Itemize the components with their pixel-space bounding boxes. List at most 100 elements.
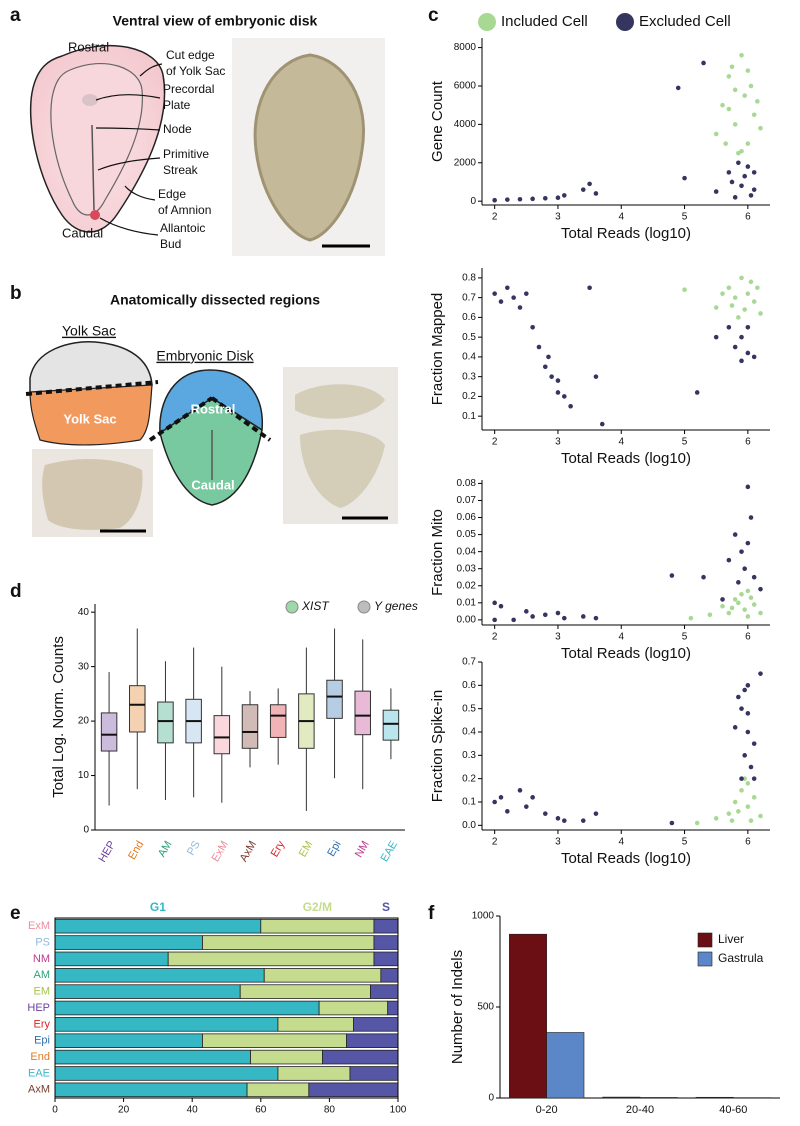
x-tick-label: 5 — [682, 437, 688, 448]
point — [524, 291, 529, 296]
point — [752, 776, 757, 781]
bar-segment — [202, 1034, 346, 1048]
y-tick-label: 10 — [78, 770, 90, 781]
y-axis-label: Fraction Mito — [429, 509, 446, 596]
point — [562, 818, 567, 823]
point — [733, 725, 738, 730]
bar-segment — [381, 968, 398, 982]
x-tick-label: 40 — [187, 1105, 199, 1116]
point — [676, 86, 681, 91]
legend-label: XIST — [301, 599, 330, 613]
x-tick-label: 5 — [682, 212, 688, 223]
y-tick-label: 30 — [78, 661, 90, 672]
y-tick-label: 0.4 — [462, 352, 476, 363]
point — [682, 287, 687, 292]
point — [746, 325, 751, 330]
point — [746, 804, 751, 809]
point — [714, 132, 719, 137]
x-tick-label: 60 — [255, 1105, 267, 1116]
photo — [32, 449, 153, 537]
bar-segment — [278, 1067, 350, 1081]
x-tick-label: 4 — [618, 632, 624, 643]
diagram-label: Precordal — [163, 82, 214, 96]
point — [701, 61, 706, 66]
point — [746, 541, 751, 546]
point — [746, 589, 751, 594]
point — [499, 795, 504, 800]
x-tick-label: AxM — [238, 839, 259, 864]
legend-label: S — [382, 900, 390, 914]
x-axis-label: Total Reads (log10) — [561, 225, 691, 242]
x-tick-label: 3 — [555, 437, 561, 448]
point — [587, 285, 592, 290]
x-axis-label: Total Reads (log10) — [561, 850, 691, 867]
point — [746, 68, 751, 73]
y-axis-label: Fraction Spike-in — [429, 690, 446, 803]
panel-label: d — [10, 581, 22, 602]
y-axis-label: Gene Count — [429, 80, 446, 162]
y-tick-label: 0.8 — [462, 273, 476, 284]
point — [733, 597, 738, 602]
point — [742, 607, 747, 612]
y-tick-label: Ery — [34, 1018, 51, 1030]
x-tick-label: NM — [353, 839, 372, 860]
bar-segment — [388, 1001, 398, 1015]
point — [492, 198, 497, 203]
y-tick-label: 0.5 — [462, 332, 476, 343]
bar-segment — [202, 936, 373, 950]
label: Rostral — [68, 39, 109, 54]
bar-segment — [374, 952, 398, 966]
y-tick-label: 0.0 — [462, 820, 476, 831]
point — [733, 295, 738, 300]
point — [749, 84, 754, 89]
yolk-sac-diagram — [26, 342, 158, 445]
x-tick-label: 2 — [492, 632, 498, 643]
legend-marker — [616, 13, 634, 31]
bar-segment — [278, 1017, 353, 1031]
point — [758, 126, 763, 131]
y-tick-label: 0 — [83, 825, 89, 836]
point — [752, 355, 757, 360]
point — [752, 170, 757, 175]
point — [714, 335, 719, 340]
point — [543, 196, 548, 201]
point — [556, 195, 561, 200]
point — [742, 688, 747, 693]
point — [742, 307, 747, 312]
point — [562, 394, 567, 399]
box — [130, 686, 146, 732]
y-tick-label: 0 — [470, 196, 476, 207]
point — [736, 695, 741, 700]
y-tick-label: HEP — [27, 1002, 50, 1014]
y-tick-label: 0.05 — [457, 529, 477, 540]
diagram-label: Edge — [158, 187, 186, 201]
point — [518, 788, 523, 793]
y-tick-label: 0.6 — [462, 680, 476, 691]
point — [530, 325, 535, 330]
y-tick-label: 40 — [78, 607, 90, 618]
point — [708, 612, 713, 617]
point — [505, 809, 510, 814]
point — [758, 814, 763, 819]
box — [355, 691, 371, 735]
x-tick-label: PS — [185, 839, 203, 858]
x-tick-label: 5 — [682, 837, 688, 848]
panel-label: e — [10, 903, 21, 924]
point — [720, 597, 725, 602]
point — [739, 184, 744, 189]
point — [505, 285, 510, 290]
y-tick-label: 0.5 — [462, 703, 476, 714]
bar-segment — [55, 1001, 319, 1015]
bar-segment — [55, 1067, 278, 1081]
x-tick-label: 2 — [492, 837, 498, 848]
point — [739, 359, 744, 364]
y-tick-label: 0.01 — [457, 597, 477, 608]
diagram-label: Node — [163, 122, 192, 136]
bar — [509, 934, 546, 1098]
point — [720, 604, 725, 609]
point — [556, 390, 561, 395]
x-tick-label: 20 — [118, 1105, 130, 1116]
x-tick-label: 6 — [745, 837, 751, 848]
point — [733, 88, 738, 93]
x-tick-label: ExM — [210, 839, 231, 864]
